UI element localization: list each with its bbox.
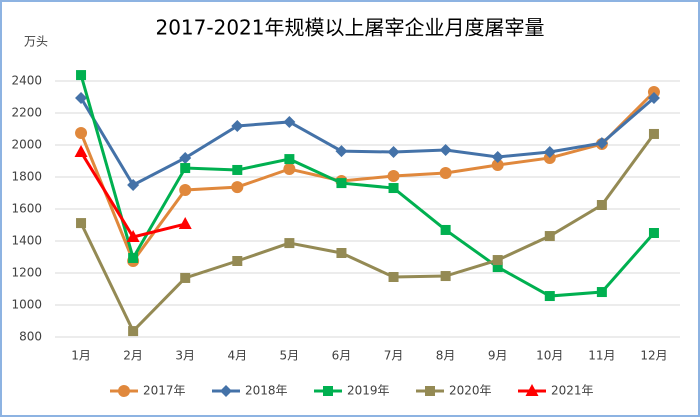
marker bbox=[232, 256, 243, 266]
legend-label: 2019年 bbox=[347, 384, 390, 398]
legend-label: 2020年 bbox=[449, 384, 492, 398]
marker bbox=[335, 145, 348, 158]
y-tick-label: 1800 bbox=[11, 170, 42, 184]
marker bbox=[647, 91, 660, 104]
series-line bbox=[79, 96, 655, 187]
marker bbox=[336, 178, 347, 189]
x-tick-label: 6月 bbox=[332, 349, 352, 363]
marker bbox=[648, 128, 659, 139]
marker bbox=[439, 143, 452, 156]
y-tick-label: 2200 bbox=[11, 106, 42, 120]
chart-title: 2017-2021年规模以上屠宰企业月度屠宰量 bbox=[155, 16, 544, 40]
x-tick-label: 10月 bbox=[536, 349, 563, 363]
marker bbox=[284, 154, 295, 165]
marker bbox=[492, 255, 503, 266]
legend-marker bbox=[220, 385, 232, 397]
legend-marker bbox=[323, 386, 333, 396]
marker bbox=[596, 287, 607, 298]
marker bbox=[544, 231, 555, 242]
marker bbox=[596, 200, 607, 210]
marker bbox=[284, 238, 295, 249]
y-tick-label: 1000 bbox=[11, 298, 42, 312]
legend-label: 2021年 bbox=[551, 384, 594, 398]
y-tick-label: 1200 bbox=[11, 266, 42, 280]
marker bbox=[440, 224, 451, 235]
y-tick-label: 1400 bbox=[11, 234, 42, 248]
marker bbox=[128, 252, 139, 263]
marker bbox=[544, 291, 555, 302]
series-line bbox=[79, 90, 656, 265]
x-tick-label: 8月 bbox=[436, 349, 456, 363]
marker bbox=[180, 272, 191, 283]
marker bbox=[491, 151, 504, 163]
marker bbox=[283, 115, 296, 128]
marker bbox=[76, 218, 87, 229]
x-tick-label: 7月 bbox=[384, 349, 404, 363]
marker bbox=[179, 183, 192, 196]
marker bbox=[231, 181, 244, 194]
x-tick-label: 9月 bbox=[488, 349, 508, 363]
x-tick-label: 2月 bbox=[123, 349, 143, 363]
marker bbox=[492, 262, 503, 273]
marker bbox=[76, 70, 87, 81]
legend-label: 2018年 bbox=[245, 384, 288, 398]
marker bbox=[336, 248, 347, 258]
y-tick-label: 1600 bbox=[11, 202, 42, 216]
marker bbox=[75, 91, 88, 104]
marker bbox=[75, 127, 88, 139]
marker bbox=[439, 167, 452, 179]
y-axis-label: 万头 bbox=[24, 35, 48, 49]
y-tick-label: 2400 bbox=[11, 74, 42, 88]
legend-marker bbox=[525, 384, 539, 396]
x-tick-label: 12月 bbox=[640, 349, 667, 363]
legend-marker bbox=[118, 385, 130, 397]
marker bbox=[128, 326, 139, 337]
marker bbox=[387, 170, 400, 183]
marker bbox=[178, 217, 192, 230]
marker bbox=[388, 183, 399, 194]
marker bbox=[283, 163, 296, 175]
marker bbox=[543, 146, 556, 159]
legend-label: 2017年 bbox=[143, 384, 186, 398]
marker bbox=[126, 230, 140, 242]
legend-marker bbox=[425, 386, 435, 396]
marker bbox=[648, 228, 659, 238]
x-tick-label: 1月 bbox=[71, 349, 91, 363]
x-tick-label: 4月 bbox=[227, 349, 247, 363]
marker bbox=[595, 137, 608, 150]
marker bbox=[127, 179, 140, 191]
marker bbox=[74, 145, 88, 158]
marker bbox=[387, 146, 400, 159]
series-line bbox=[79, 74, 656, 298]
marker bbox=[180, 163, 191, 174]
marker bbox=[440, 271, 451, 282]
series-line bbox=[79, 133, 656, 334]
marker bbox=[388, 272, 399, 282]
x-tick-label: 5月 bbox=[280, 349, 300, 363]
marker bbox=[179, 151, 192, 164]
y-tick-label: 800 bbox=[19, 330, 42, 344]
x-tick-label: 11月 bbox=[588, 349, 615, 363]
marker bbox=[491, 159, 504, 171]
y-tick-label: 2000 bbox=[11, 138, 42, 152]
marker bbox=[231, 119, 244, 132]
x-tick-label: 3月 bbox=[175, 349, 195, 363]
marker bbox=[232, 164, 243, 175]
